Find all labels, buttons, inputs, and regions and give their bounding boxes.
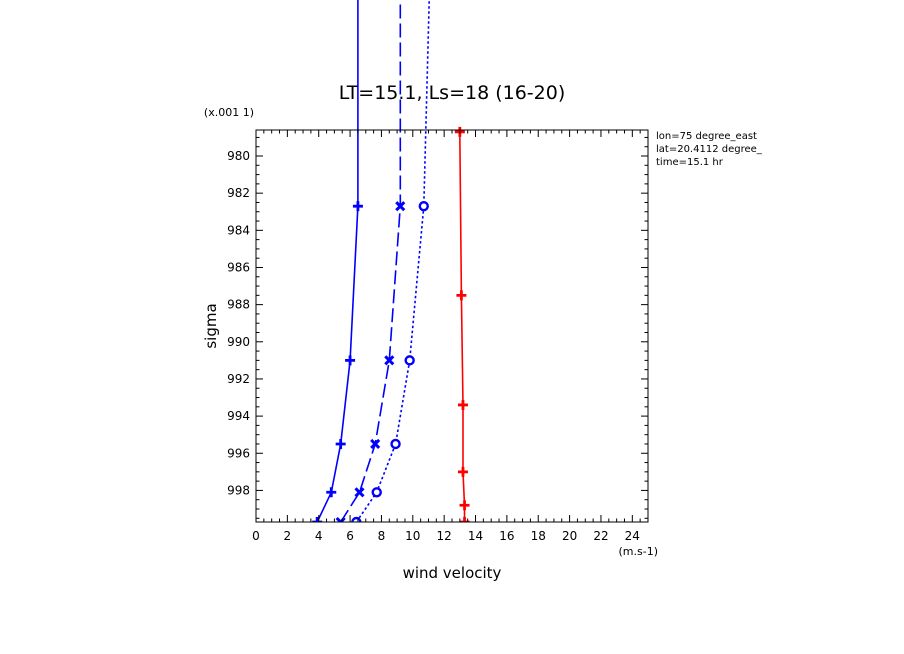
y-tick-label: 994 — [227, 409, 250, 423]
chart-title: LT=15.1, Ls=18 (16-20) — [339, 82, 566, 104]
series-0-marker — [326, 487, 337, 498]
x-tick-label: 20 — [562, 529, 577, 543]
series-3-marker — [459, 500, 470, 511]
series-3-line — [459, 131, 466, 522]
series-0-marker — [312, 517, 323, 522]
series-1-marker — [384, 355, 395, 366]
x-tick-label: 14 — [468, 529, 483, 543]
x-tick-label: 18 — [531, 529, 546, 543]
x-tick-label: 12 — [437, 529, 452, 543]
series-1-marker — [395, 201, 406, 212]
annotation-time: time=15.1 hr — [656, 157, 724, 168]
series-3-marker — [457, 399, 468, 410]
y-tick-label: 982 — [227, 186, 250, 200]
series-3-marker — [456, 290, 467, 301]
annotation-lat: lat=20.4112 degree_ — [656, 144, 763, 155]
series-1-marker — [335, 516, 346, 522]
x-tick-label: 6 — [346, 529, 354, 543]
plot-frame — [255, 129, 649, 523]
x-tick-label: 10 — [405, 529, 420, 543]
y-tick-label: 984 — [227, 223, 250, 237]
y-tick-label: 986 — [227, 260, 250, 274]
y-tick-label: 990 — [227, 335, 250, 349]
series-1-marker — [354, 487, 365, 498]
x-tick-label: 0 — [252, 529, 260, 543]
y-scale-label: (x.001 1) — [204, 106, 254, 119]
y-tick-label: 996 — [227, 446, 250, 460]
series-0-marker — [335, 438, 346, 449]
x-tick-label: 8 — [378, 529, 386, 543]
x-tick-label: 16 — [499, 529, 514, 543]
y-tick-label: 988 — [227, 298, 250, 312]
x-tick-label: 4 — [315, 529, 323, 543]
ticks-layer: 0 2 4 6 8 10 12 14 16 18 20 22 249809829849869889909… — [227, 130, 649, 543]
annotation-lon: lon=75 degree_east — [656, 131, 757, 142]
y-axis-label: sigma — [202, 303, 220, 348]
series-2-marker — [371, 487, 382, 498]
series-1-marker — [370, 438, 381, 450]
series-2-marker — [418, 200, 429, 212]
series-2-marker — [404, 355, 415, 366]
x-tick-label: 2 — [284, 529, 292, 543]
series-2-line — [355, 0, 431, 522]
series-0-marker — [345, 355, 356, 366]
series-0-marker — [352, 201, 363, 212]
x-axis-label: wind velocity — [403, 564, 502, 582]
x-tick-label: 22 — [593, 529, 608, 543]
series-3-marker — [459, 517, 470, 522]
series-2-marker — [390, 438, 401, 450]
series-3-marker — [457, 466, 468, 477]
series-1-line — [340, 0, 402, 522]
y-tick-label: 980 — [227, 149, 250, 163]
x-unit-label: (m.s-1) — [619, 545, 659, 558]
x-tick-label: 24 — [625, 529, 640, 543]
data-layer — [312, 0, 470, 522]
series-0-line — [316, 0, 359, 522]
y-tick-label: 992 — [227, 372, 250, 386]
y-tick-label: 998 — [227, 483, 250, 497]
